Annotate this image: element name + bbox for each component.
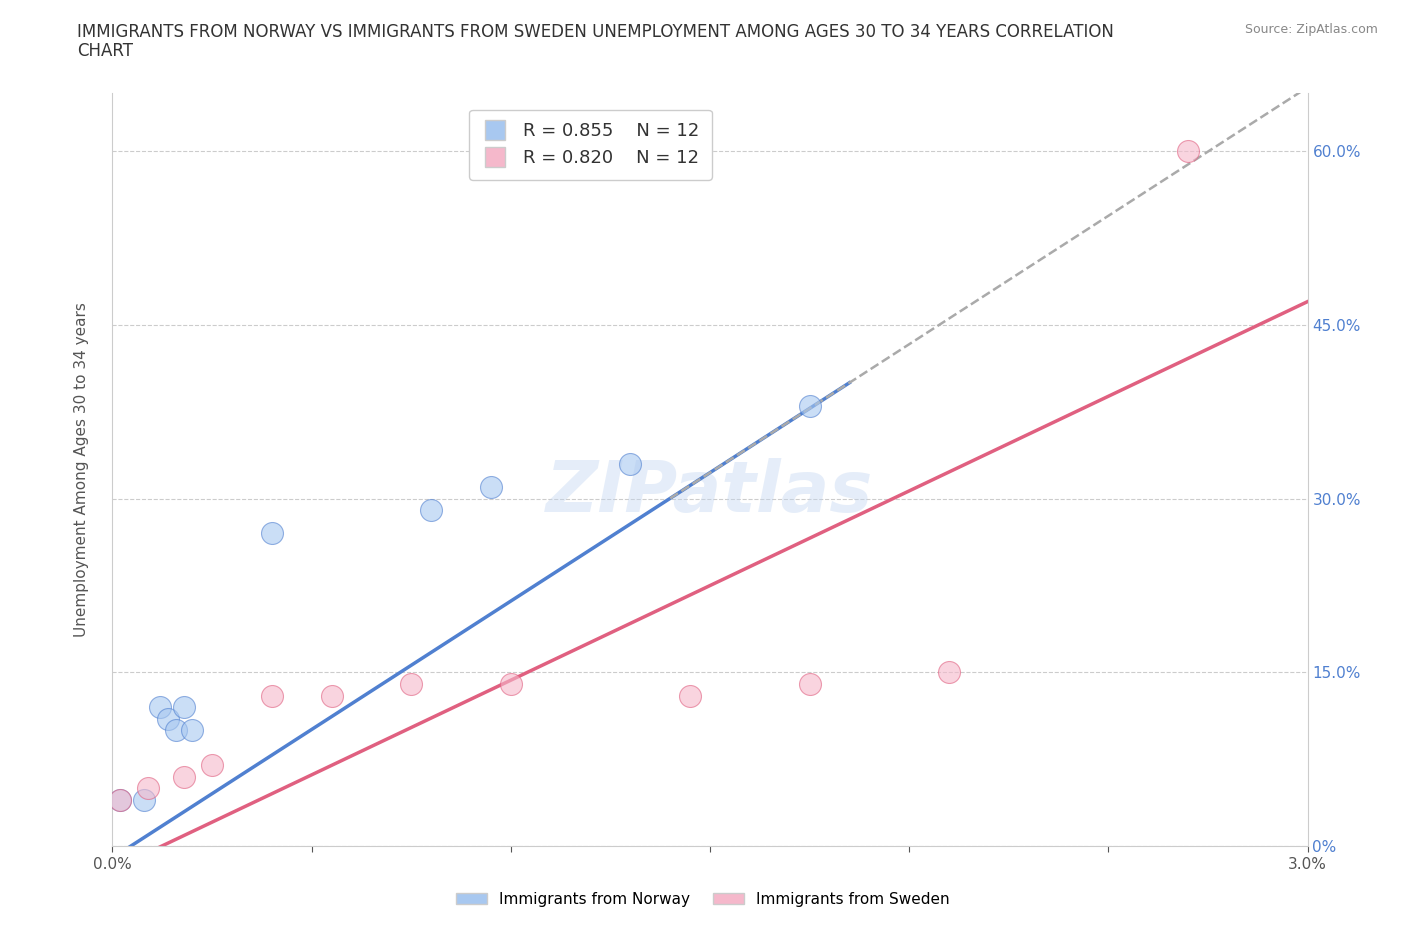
Point	[173, 769, 195, 784]
Point	[173, 699, 195, 714]
Point	[149, 699, 172, 714]
Point	[321, 688, 343, 703]
Point	[138, 781, 160, 796]
Point	[420, 503, 443, 518]
Point	[799, 398, 821, 413]
Point	[110, 792, 132, 807]
Text: CHART: CHART	[77, 42, 134, 60]
Legend: Immigrants from Norway, Immigrants from Sweden: Immigrants from Norway, Immigrants from …	[450, 886, 956, 913]
Legend: R = 0.855    N = 12, R = 0.820    N = 12: R = 0.855 N = 12, R = 0.820 N = 12	[470, 110, 711, 179]
Point	[799, 677, 821, 692]
Point	[260, 526, 283, 541]
Text: ZIPatlas: ZIPatlas	[547, 458, 873, 526]
Text: Source: ZipAtlas.com: Source: ZipAtlas.com	[1244, 23, 1378, 36]
Point	[499, 677, 522, 692]
Point	[181, 723, 204, 737]
Point	[479, 480, 502, 495]
Point	[201, 758, 224, 773]
Point	[401, 677, 423, 692]
Y-axis label: Unemployment Among Ages 30 to 34 years: Unemployment Among Ages 30 to 34 years	[75, 302, 89, 637]
Text: IMMIGRANTS FROM NORWAY VS IMMIGRANTS FROM SWEDEN UNEMPLOYMENT AMONG AGES 30 TO 3: IMMIGRANTS FROM NORWAY VS IMMIGRANTS FRO…	[77, 23, 1114, 41]
Point	[157, 711, 180, 726]
Point	[679, 688, 702, 703]
Point	[619, 457, 641, 472]
Point	[110, 792, 132, 807]
Point	[938, 665, 960, 680]
Point	[260, 688, 283, 703]
Point	[134, 792, 156, 807]
Point	[1177, 143, 1199, 158]
Point	[165, 723, 187, 737]
